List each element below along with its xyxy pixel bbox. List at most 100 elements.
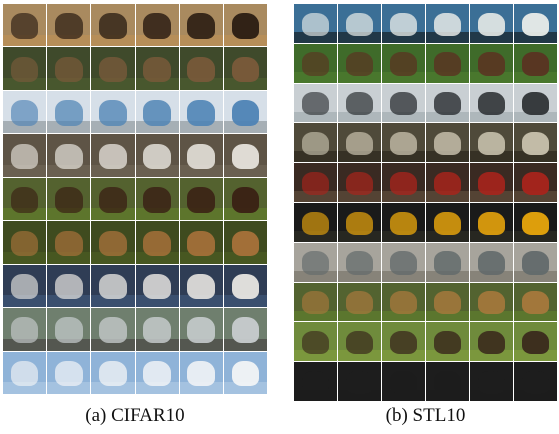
cifar10-tile-subject bbox=[143, 187, 171, 213]
cifar10-tile-ground bbox=[223, 164, 267, 177]
stl10-tile bbox=[338, 4, 381, 43]
stl10-tile-subject bbox=[477, 12, 506, 36]
stl10-tile-subject bbox=[433, 92, 462, 116]
stl10-tile bbox=[470, 282, 513, 322]
stl10-tile-ground bbox=[514, 111, 557, 123]
stl10-tile bbox=[426, 163, 469, 202]
cifar10-tile-ground bbox=[91, 295, 135, 308]
cifar10-tile-subject bbox=[10, 13, 39, 39]
cifar10-tile-ground bbox=[3, 338, 47, 351]
cifar10-tile bbox=[91, 90, 135, 134]
cifar10-tile-ground bbox=[135, 121, 179, 134]
stl10-tile bbox=[470, 202, 513, 242]
cifar10-tile bbox=[91, 47, 135, 90]
stl10-tile-subject bbox=[345, 251, 374, 275]
stl10-tile bbox=[514, 242, 557, 282]
stl10-tile-subject bbox=[389, 330, 418, 355]
cifar10-tile-subject bbox=[231, 56, 260, 83]
stl10-tile-ground bbox=[514, 191, 557, 202]
cifar10-tile-ground bbox=[223, 338, 267, 351]
stl10-tile-ground bbox=[514, 310, 557, 322]
cifar10-tile-ground bbox=[3, 295, 47, 308]
cifar10-tile-ground bbox=[91, 251, 135, 264]
stl10-tile-ground bbox=[470, 270, 513, 282]
stl10-tile bbox=[470, 163, 513, 202]
cifar10-tile-ground bbox=[223, 121, 267, 134]
cifar10-tile-subject bbox=[54, 273, 83, 300]
cifar10-tile-ground bbox=[3, 34, 47, 47]
stl10-tile-ground bbox=[338, 350, 381, 362]
cifar10-tile bbox=[179, 134, 223, 177]
stl10-tile-subject bbox=[477, 330, 506, 355]
stl10-tile-ground bbox=[294, 31, 337, 43]
cifar10-tile bbox=[223, 4, 267, 47]
stl10-tile-subject bbox=[389, 211, 418, 235]
stl10-tile bbox=[470, 242, 513, 282]
cifar10-grid bbox=[3, 4, 267, 394]
stl10-tile-subject bbox=[345, 330, 374, 355]
cifar10-tile-subject bbox=[99, 317, 127, 343]
cifar10-tile-subject bbox=[10, 360, 39, 387]
stl10-tile-subject bbox=[477, 131, 506, 156]
cifar10-tile bbox=[91, 264, 135, 308]
stl10-tile-subject bbox=[433, 52, 462, 76]
stl10-tile-subject bbox=[301, 92, 330, 116]
stl10-tile-ground bbox=[382, 111, 425, 123]
stl10-tile-subject bbox=[345, 291, 374, 315]
cifar10-tile-ground bbox=[223, 251, 267, 264]
stl10-tile-ground bbox=[470, 31, 513, 43]
cifar10-tile bbox=[179, 351, 223, 394]
cifar10-tile-ground bbox=[179, 121, 223, 134]
stl10-tile bbox=[294, 163, 337, 202]
stl10-tile bbox=[382, 362, 425, 401]
stl10-tile-ground bbox=[294, 350, 337, 362]
cifar10-tile bbox=[223, 47, 267, 90]
cifar10-tile-subject bbox=[143, 100, 171, 126]
stl10-tile-subject bbox=[389, 52, 418, 76]
stl10-tile bbox=[338, 322, 381, 362]
cifar10-tile-ground bbox=[223, 382, 267, 394]
stl10-tile bbox=[514, 322, 557, 362]
cifar10-tile-subject bbox=[99, 56, 127, 83]
cifar10-tile-ground bbox=[179, 295, 223, 308]
cifar10-tile bbox=[179, 308, 223, 351]
stl10-tile-subject bbox=[345, 92, 374, 116]
cifar10-tile-ground bbox=[91, 164, 135, 177]
cifar10-tile-subject bbox=[99, 360, 127, 387]
cifar10-tile bbox=[179, 4, 223, 47]
cifar10-tile-subject bbox=[187, 273, 216, 300]
stl10-tile-subject bbox=[301, 251, 330, 275]
cifar10-tile-subject bbox=[143, 317, 171, 343]
cifar10-tile-ground bbox=[223, 34, 267, 47]
cifar10-tile bbox=[47, 351, 91, 394]
stl10-tile bbox=[382, 83, 425, 123]
stl10-tile-subject bbox=[433, 12, 462, 36]
cifar10-tile-ground bbox=[179, 382, 223, 394]
stl10-tile-ground bbox=[338, 71, 381, 83]
stl10-tile-subject bbox=[521, 251, 550, 275]
cifar10-tile-subject bbox=[54, 187, 83, 213]
cifar10-tile-ground bbox=[179, 78, 223, 90]
cifar10-tile-ground bbox=[179, 251, 223, 264]
stl10-tile-ground bbox=[514, 390, 557, 401]
stl10-tile-subject bbox=[389, 291, 418, 315]
stl10-tile-ground bbox=[338, 270, 381, 282]
stl10-tile-subject bbox=[433, 131, 462, 156]
stl10-tile bbox=[514, 362, 557, 401]
cifar10-tile-subject bbox=[187, 100, 216, 126]
stl10-tile bbox=[470, 123, 513, 163]
stl10-tile-ground bbox=[514, 31, 557, 43]
stl10-tile-subject bbox=[433, 330, 462, 355]
stl10-tile-ground bbox=[514, 270, 557, 282]
stl10-tile bbox=[338, 163, 381, 202]
cifar10-tile bbox=[91, 351, 135, 394]
stl10-tile bbox=[514, 202, 557, 242]
stl10-tile-subject bbox=[301, 131, 330, 156]
cifar10-tile bbox=[47, 134, 91, 177]
stl10-tile bbox=[470, 362, 513, 401]
cifar10-tile bbox=[179, 90, 223, 134]
stl10-tile-ground bbox=[426, 350, 469, 362]
cifar10-tile bbox=[135, 221, 179, 264]
stl10-tile bbox=[338, 242, 381, 282]
cifar10-tile bbox=[179, 47, 223, 90]
